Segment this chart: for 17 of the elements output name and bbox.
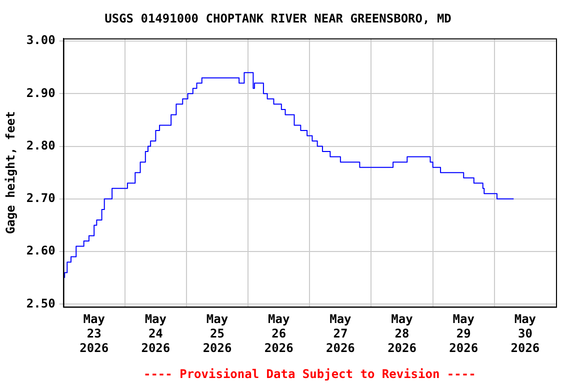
x-tick-label: May 24 2026 (141, 312, 170, 355)
chart-title: USGS 01491000 CHOPTANK RIVER NEAR GREENSBORO, MD (104, 11, 452, 26)
y-tick-label: 3.00 (26, 33, 56, 48)
x-tick-label: May 26 2026 (264, 312, 294, 355)
x-tick-label: May 27 2026 (326, 312, 355, 355)
y-tick-label: 2.90 (26, 86, 56, 100)
y-tick-label: 2.60 (26, 244, 56, 258)
y-axis-title: Gage height, feet (3, 111, 18, 234)
x-tick-label: May 25 2026 (202, 312, 232, 355)
text: ---- Provisional Data Subject to Revision ---- (143, 367, 476, 382)
y-tick-label: 2.80 (26, 138, 56, 152)
x-tick-label: May 28 2026 (388, 312, 416, 355)
x-tick-label: May 29 2026 (449, 312, 478, 355)
x-tick-label: May 30 2026 (510, 312, 540, 355)
x-tick-label: May 23 2026 (80, 312, 109, 355)
y-tick-label: 2.50 (26, 296, 56, 310)
y-tick-label: 2.70 (26, 191, 56, 206)
